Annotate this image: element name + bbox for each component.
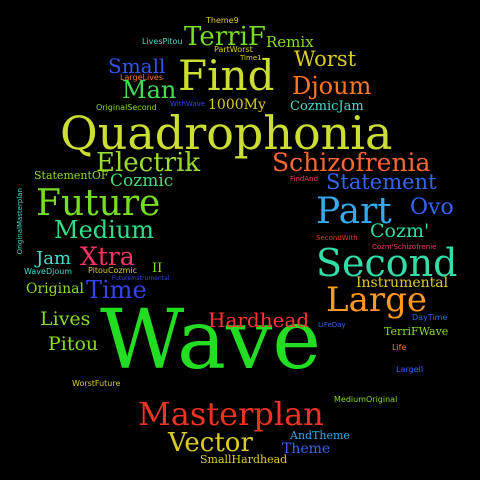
word-cozm: Cozm' <box>370 220 430 242</box>
word-small: Small <box>108 54 166 78</box>
word-theme: Theme <box>282 441 331 457</box>
word-medium: Medium <box>54 216 155 244</box>
word-schizofrenia: Schizofrenia <box>272 148 431 177</box>
word-livespitou: LivesPitou <box>142 37 183 46</box>
word-largeii: LargeII <box>396 365 424 374</box>
word-hardhead: Hardhead <box>208 308 310 332</box>
word-man: Man <box>122 76 177 104</box>
word-pitoucozmic: PitouCozmic <box>88 266 138 275</box>
word-mediumoriginal: MediumOriginal <box>334 395 398 404</box>
word-statementof: StatementOF <box>34 169 109 182</box>
word-ii: II <box>152 261 163 276</box>
word-futureinstrumental: FutureInstrumental <box>112 275 170 282</box>
word-withwave: WithWave <box>170 100 206 108</box>
word-wave: Wave <box>100 293 321 388</box>
word-lives: Lives <box>40 308 91 330</box>
word-vector: Vector <box>168 428 253 458</box>
word-life: Life <box>392 343 407 352</box>
word-terrifwave: TerriFWave <box>384 325 449 338</box>
word-terrif: TerriF <box>184 22 266 52</box>
word-findand: FindAnd <box>290 175 319 183</box>
word-partworst: PartWorst <box>214 45 253 54</box>
word-xtra: Xtra <box>80 242 135 271</box>
word-originalsecond: OriginalSecond <box>96 103 157 112</box>
word-largelives: LargeLives <box>120 73 164 82</box>
word-cozmicjam: CozmicJam <box>290 99 364 114</box>
word-find: Find <box>178 51 275 100</box>
word-lifeday: LiFeDay <box>318 321 346 329</box>
word-quadrophonia: Quadrophonia <box>60 106 393 160</box>
word-originalmasterplan: OriginalMasterplan <box>16 188 24 255</box>
word-statement: Statement <box>326 170 437 194</box>
word-electrik: Electrik <box>96 148 201 178</box>
word-1000my: 1000My <box>208 97 266 113</box>
word-smallhardhead: SmallHardhead <box>200 453 288 466</box>
word-future: Future <box>36 183 161 224</box>
word-andtheme: AndTheme <box>290 429 350 442</box>
word-secondwith: SecondWith <box>316 234 358 242</box>
word-ovo: Ovo <box>410 195 454 220</box>
word-instrumental: Instrumental <box>356 275 449 291</box>
word-theme9: Theme9 <box>206 16 239 25</box>
word-djoum: Djoum <box>292 72 372 100</box>
word-daytime: DayTime <box>412 313 448 322</box>
word-time: Time <box>86 276 147 304</box>
word-wavedjoum: WaveDjoum <box>24 267 73 276</box>
word-cozmic: Cozmic <box>110 171 174 191</box>
word-worst: Worst <box>294 47 357 71</box>
word-remix: Remix <box>266 33 314 51</box>
word-large: Large <box>326 280 427 320</box>
word-original: Original <box>26 281 84 297</box>
word-cozm-schizofrenie: Cozm'Schizofrenie <box>372 243 437 251</box>
word-second: Second <box>316 241 458 285</box>
word-pitou: Pitou <box>48 333 99 355</box>
word-jam: Jam <box>36 248 72 269</box>
word-part: Part <box>316 191 392 232</box>
word-worstfuture: WorstFuture <box>72 379 121 388</box>
word-time1: Time1 <box>240 54 262 62</box>
word-masterplan: Masterplan <box>138 395 324 433</box>
